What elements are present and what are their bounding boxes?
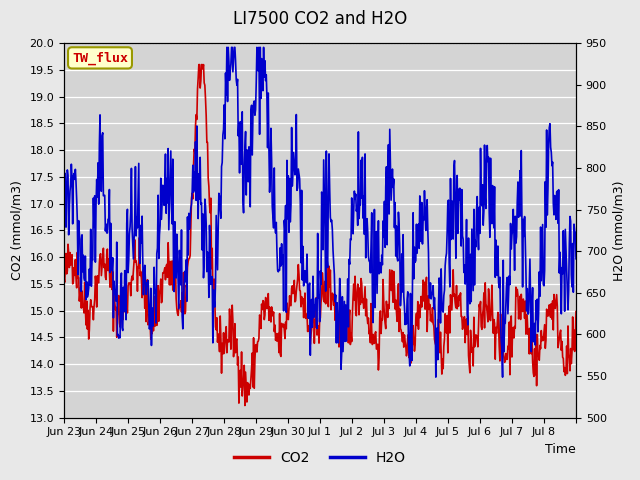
Text: LI7500 CO2 and H2O: LI7500 CO2 and H2O xyxy=(233,10,407,28)
Y-axis label: CO2 (mmol/m3): CO2 (mmol/m3) xyxy=(11,180,24,280)
Text: TW_flux: TW_flux xyxy=(72,51,128,64)
Legend: CO2, H2O: CO2, H2O xyxy=(228,445,412,471)
X-axis label: Time: Time xyxy=(545,443,576,456)
Y-axis label: H2O (mmol/m3): H2O (mmol/m3) xyxy=(612,180,625,281)
